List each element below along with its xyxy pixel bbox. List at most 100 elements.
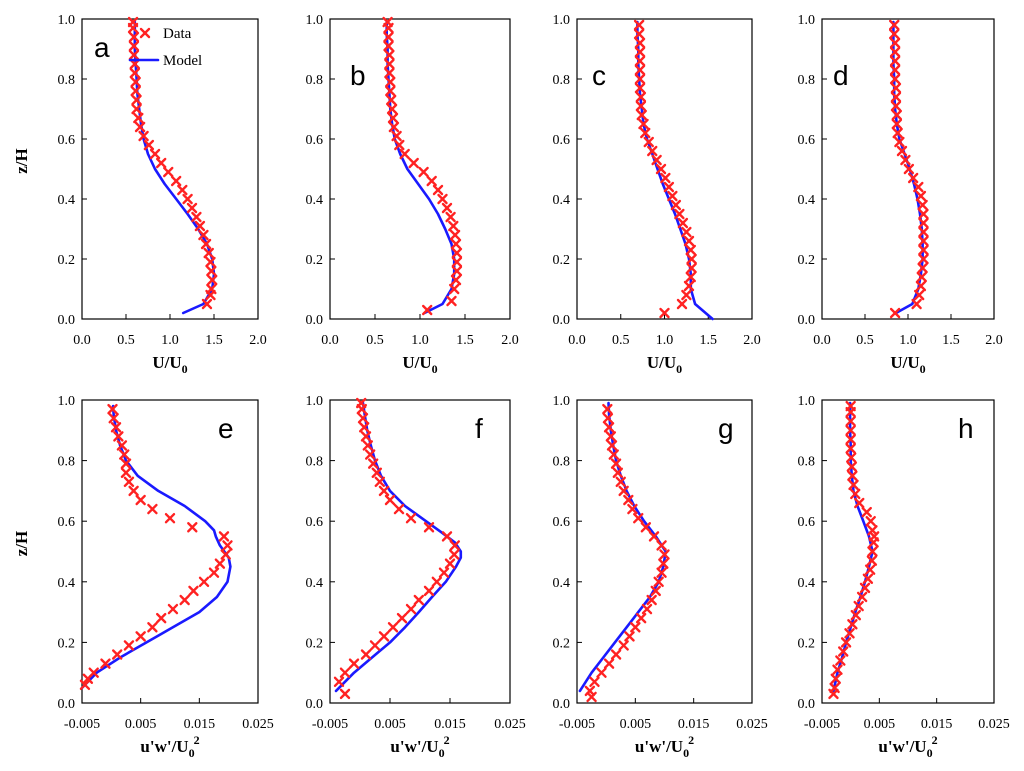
data-point xyxy=(186,202,198,214)
data-point xyxy=(659,549,670,560)
data-point xyxy=(339,667,351,678)
y-tick-label: 1.0 xyxy=(306,13,324,28)
y-tick-label: 0.8 xyxy=(306,73,324,88)
data-point xyxy=(147,503,158,515)
x-axis-title: U/U0 xyxy=(890,353,925,376)
x-tick-label: 1.0 xyxy=(411,333,429,348)
data-point xyxy=(916,271,927,283)
data-point xyxy=(384,494,396,506)
data-point xyxy=(911,298,922,310)
data-point xyxy=(437,193,448,205)
data-point xyxy=(394,139,405,151)
y-tick-label: 0.0 xyxy=(306,313,324,328)
x-tick-label: 1.0 xyxy=(899,333,917,348)
x-tick-label: 2.0 xyxy=(501,333,519,348)
data-point xyxy=(663,181,675,193)
data-point xyxy=(387,622,399,633)
x-tick-label: 0.005 xyxy=(374,717,406,732)
x-axis-title: U/U0 xyxy=(152,353,187,376)
y-axis-title: z/H xyxy=(12,148,31,174)
x-tick-label: 0.0 xyxy=(813,333,831,348)
data-point xyxy=(201,298,213,310)
y-tick-label: 0.4 xyxy=(306,193,324,208)
legend-data-label: Data xyxy=(163,26,192,42)
data-point xyxy=(368,458,379,469)
data-point xyxy=(387,112,399,124)
data-point xyxy=(603,658,615,669)
data-point xyxy=(832,664,843,675)
data-point xyxy=(681,289,692,301)
data-point xyxy=(864,564,876,575)
data-point xyxy=(646,594,657,606)
data-point xyxy=(618,640,629,651)
y-tick-label: 0.2 xyxy=(306,253,324,268)
data-point xyxy=(605,431,617,442)
data-point xyxy=(182,193,193,205)
y-axis-title: z/H xyxy=(12,531,31,557)
y-tick-label: 0.4 xyxy=(798,193,816,208)
data-point xyxy=(128,40,140,52)
data-point xyxy=(339,688,351,700)
y-tick-label: 0.6 xyxy=(58,133,76,148)
data-point xyxy=(638,118,649,130)
data-point xyxy=(405,512,417,524)
data-point xyxy=(170,175,182,187)
y-tick-label: 0.2 xyxy=(306,636,324,651)
y-tick-label: 0.8 xyxy=(553,73,571,88)
data-point xyxy=(854,497,865,509)
y-tick-label: 0.8 xyxy=(306,455,324,470)
y-tick-label: 0.4 xyxy=(553,193,571,208)
data-point xyxy=(333,676,345,687)
y-tick-label: 0.8 xyxy=(798,73,816,88)
data-point xyxy=(129,67,141,79)
data-point xyxy=(867,525,878,536)
x-tick-label: 1.5 xyxy=(456,333,474,348)
data-point xyxy=(606,440,618,451)
x-tick-label: 1.5 xyxy=(205,333,223,348)
panel-c: 0.0 0.2 0.4 0.6 0.8 1.0 0.0 0.5 1.0 1.5 2.0 U/U0 c xyxy=(553,13,761,376)
x-axis-title-sub: 0 xyxy=(439,746,445,760)
data-point xyxy=(889,28,900,40)
data-point xyxy=(130,85,141,97)
x-tick-label: 1.0 xyxy=(656,333,674,348)
data-point xyxy=(859,582,871,594)
x-tick-label: -0.005 xyxy=(804,717,840,732)
data-point xyxy=(386,103,398,115)
panel-label: d xyxy=(833,60,849,91)
data-point xyxy=(128,31,140,43)
data-point xyxy=(865,516,876,527)
data-point xyxy=(408,157,419,169)
data-point xyxy=(610,649,622,660)
legend-data-marker xyxy=(139,27,151,39)
y-tick-label: 1.0 xyxy=(798,394,816,409)
x-tick-label: 2.0 xyxy=(743,333,761,348)
data-point xyxy=(177,184,188,196)
data-point xyxy=(220,549,231,560)
data-point xyxy=(449,540,460,551)
x-axis-title: u'w'/U02 xyxy=(635,733,694,760)
data-point xyxy=(108,412,119,424)
data-point xyxy=(667,190,678,202)
data-point xyxy=(382,16,393,28)
y-tick-label: 0.4 xyxy=(58,193,76,208)
x-tick-label: -0.005 xyxy=(64,717,100,732)
data-point xyxy=(131,103,142,115)
data-point xyxy=(111,649,123,660)
y-tick-label: 0.2 xyxy=(798,636,816,651)
data-point xyxy=(107,403,118,415)
data-point xyxy=(610,458,622,469)
x-tick-label: 0.015 xyxy=(678,717,710,732)
y-tick-label: 0.4 xyxy=(306,576,324,591)
data-point xyxy=(206,265,217,277)
data-point xyxy=(830,673,841,684)
data-point xyxy=(659,307,670,319)
data-point xyxy=(894,136,905,148)
data-point xyxy=(396,612,408,624)
data-point xyxy=(889,37,901,49)
data-point xyxy=(449,549,460,560)
y-tick-label: 0.0 xyxy=(58,313,76,328)
data-point xyxy=(359,422,370,433)
x-tick-label: 2.0 xyxy=(249,333,267,348)
data-point xyxy=(681,226,692,238)
x-tick-label: -0.005 xyxy=(312,717,348,732)
